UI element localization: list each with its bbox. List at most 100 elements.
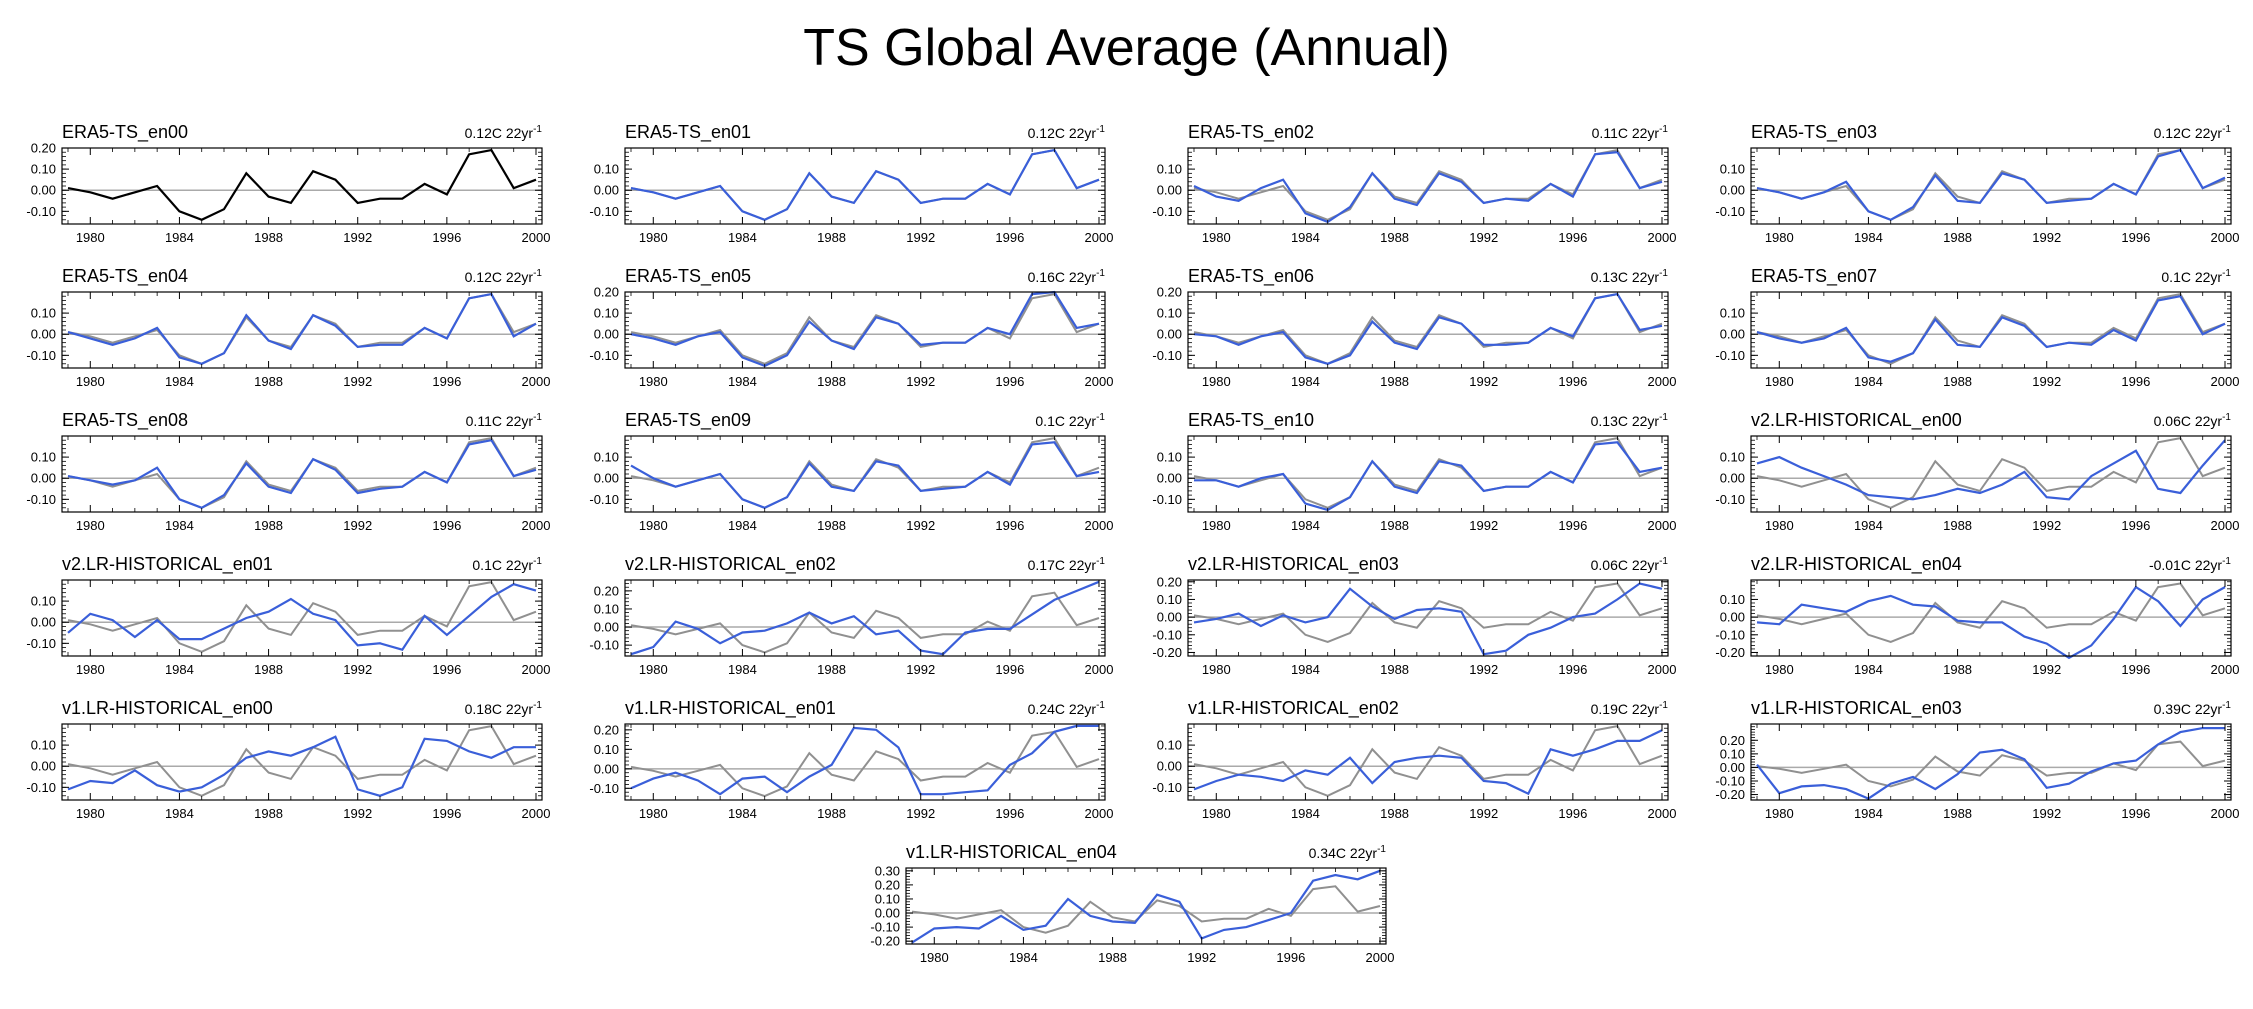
x-tick-label: 2000 [2211, 230, 2240, 245]
x-tick-label: 1984 [1854, 518, 1883, 533]
x-tick-label: 1980 [1765, 230, 1794, 245]
panel-title: ERA5-TS_en07 [1751, 266, 1877, 287]
trend-exponent: -1 [1659, 556, 1668, 567]
y-tick-label: 0.20 [875, 877, 900, 892]
x-tick-label: 1996 [2121, 662, 2150, 677]
y-tick-label: -0.10 [589, 638, 619, 653]
x-tick-label: 2000 [1366, 950, 1395, 965]
x-tick-label: 1980 [76, 806, 105, 821]
x-tick-label: 1996 [432, 806, 461, 821]
x-tick-label: 1992 [906, 518, 935, 533]
y-tick-label: -0.10 [1715, 204, 1745, 219]
trend-label: 0.12C 22yr-1 [465, 268, 543, 285]
y-tick-label: 0.00 [1720, 327, 1745, 342]
reference-series-line [1194, 726, 1662, 796]
x-tick-label: 1996 [2121, 374, 2150, 389]
trend-label: 0.12C 22yr-1 [1028, 124, 1106, 141]
y-tick-label: -0.10 [589, 348, 619, 363]
panel-title: v2.LR-HISTORICAL_en00 [1751, 410, 1962, 431]
x-tick-label: 1992 [906, 806, 935, 821]
x-tick-label: 1984 [165, 806, 194, 821]
x-tick-label: 1980 [920, 950, 949, 965]
x-tick-label: 1980 [76, 230, 105, 245]
x-tick-label: 2000 [522, 230, 551, 245]
panel-title: ERA5-TS_en01 [625, 122, 751, 143]
trend-label: 0.12C 22yr-1 [2154, 124, 2232, 141]
y-tick-label: 0.10 [1720, 450, 1745, 465]
x-tick-label: 1996 [1558, 230, 1587, 245]
y-tick-label: -0.20 [870, 934, 900, 949]
y-tick-label: 0.10 [31, 306, 56, 321]
reference-series-line [1757, 584, 2225, 642]
y-tick-label: 0.20 [594, 583, 619, 598]
reference-series-line [631, 593, 1099, 653]
y-tick-label: 0.10 [594, 162, 619, 177]
trend-label: 0.11C 22yr-1 [466, 412, 543, 429]
ensemble-series-line [1757, 150, 2225, 220]
y-tick-label: 0.00 [594, 183, 619, 198]
panel-title: ERA5-TS_en08 [62, 410, 188, 431]
x-tick-label: 1996 [995, 806, 1024, 821]
plot-frame [1188, 580, 1668, 656]
x-tick-label: 1996 [1558, 374, 1587, 389]
panel-title: ERA5-TS_en04 [62, 266, 188, 287]
trend-label: 0.11C 22yr-1 [1592, 124, 1669, 141]
reference-series-line [68, 726, 536, 796]
x-tick-label: 1996 [1276, 950, 1305, 965]
x-tick-label: 1992 [1469, 230, 1498, 245]
reference-series-line [1757, 742, 2225, 787]
chart-panel: v2.LR-HISTORICAL_en02 0.17C 22yr-1-0.100.… [589, 554, 1113, 677]
x-tick-label: 1988 [817, 374, 846, 389]
y-tick-label: -0.10 [1715, 774, 1745, 789]
trend-label: 0.19C 22yr-1 [1591, 700, 1669, 717]
x-tick-label: 2000 [522, 806, 551, 821]
y-tick-label: 0.10 [31, 594, 56, 609]
x-tick-label: 1980 [1202, 374, 1231, 389]
x-tick-label: 1984 [1291, 662, 1320, 677]
x-tick-label: 1992 [1469, 518, 1498, 533]
x-tick-label: 1992 [2032, 806, 2061, 821]
x-tick-label: 1996 [995, 662, 1024, 677]
chart-panel: ERA5-TS_en08 0.11C 22yr-1-0.100.000.10198… [26, 410, 550, 533]
x-tick-label: 1980 [639, 518, 668, 533]
x-tick-label: 1980 [1765, 806, 1794, 821]
x-tick-label: 1996 [432, 662, 461, 677]
panel-title: ERA5-TS_en03 [1751, 122, 1877, 143]
y-tick-label: 0.10 [1157, 162, 1182, 177]
y-tick-label: 0.00 [1720, 471, 1745, 486]
plot-frame [1751, 580, 2231, 656]
x-tick-label: 1980 [1765, 374, 1794, 389]
y-tick-label: 0.00 [594, 471, 619, 486]
x-tick-label: 1980 [639, 662, 668, 677]
x-tick-label: 1996 [2121, 230, 2150, 245]
x-tick-label: 1992 [343, 662, 372, 677]
chart-panel: ERA5-TS_en03 0.12C 22yr-1 -0.10 0.00 0.10 198… [1715, 122, 2239, 245]
x-tick-label: 1984 [728, 518, 757, 533]
x-tick-label: 1992 [343, 374, 372, 389]
y-tick-label: 0.30 [875, 863, 900, 878]
ensemble-series-line [68, 294, 536, 364]
y-tick-label: 0.20 [594, 285, 619, 300]
x-tick-label: 1992 [343, 806, 372, 821]
x-tick-label: 1988 [1380, 374, 1409, 389]
chart-panel: v2.LR-HISTORICAL_en04 -0.01C 22yr-1-0.20-… [1715, 554, 2239, 677]
y-tick-label: 0.00 [1720, 183, 1745, 198]
trend-label: 0.1C 22yr-1 [472, 556, 542, 573]
y-tick-label: -0.10 [870, 920, 900, 935]
y-tick-label: -0.10 [589, 204, 619, 219]
y-tick-label: 0.10 [594, 306, 619, 321]
y-tick-label: 0.10 [594, 601, 619, 616]
x-tick-label: 1988 [254, 230, 283, 245]
y-tick-label: 0.10 [31, 162, 56, 177]
ensemble-series-line [1757, 296, 2225, 362]
x-tick-label: 1992 [1469, 662, 1498, 677]
panel-title: v1.LR-HISTORICAL_en01 [625, 698, 836, 719]
x-tick-label: 1980 [76, 374, 105, 389]
y-tick-label: 0.00 [31, 615, 56, 630]
x-tick-label: 1988 [1943, 374, 1972, 389]
y-tick-label: 0.10 [31, 450, 56, 465]
x-tick-label: 1992 [2032, 662, 2061, 677]
x-tick-label: 1984 [728, 806, 757, 821]
y-tick-label: -0.10 [1152, 204, 1182, 219]
panel-title: v2.LR-HISTORICAL_en01 [62, 554, 273, 575]
